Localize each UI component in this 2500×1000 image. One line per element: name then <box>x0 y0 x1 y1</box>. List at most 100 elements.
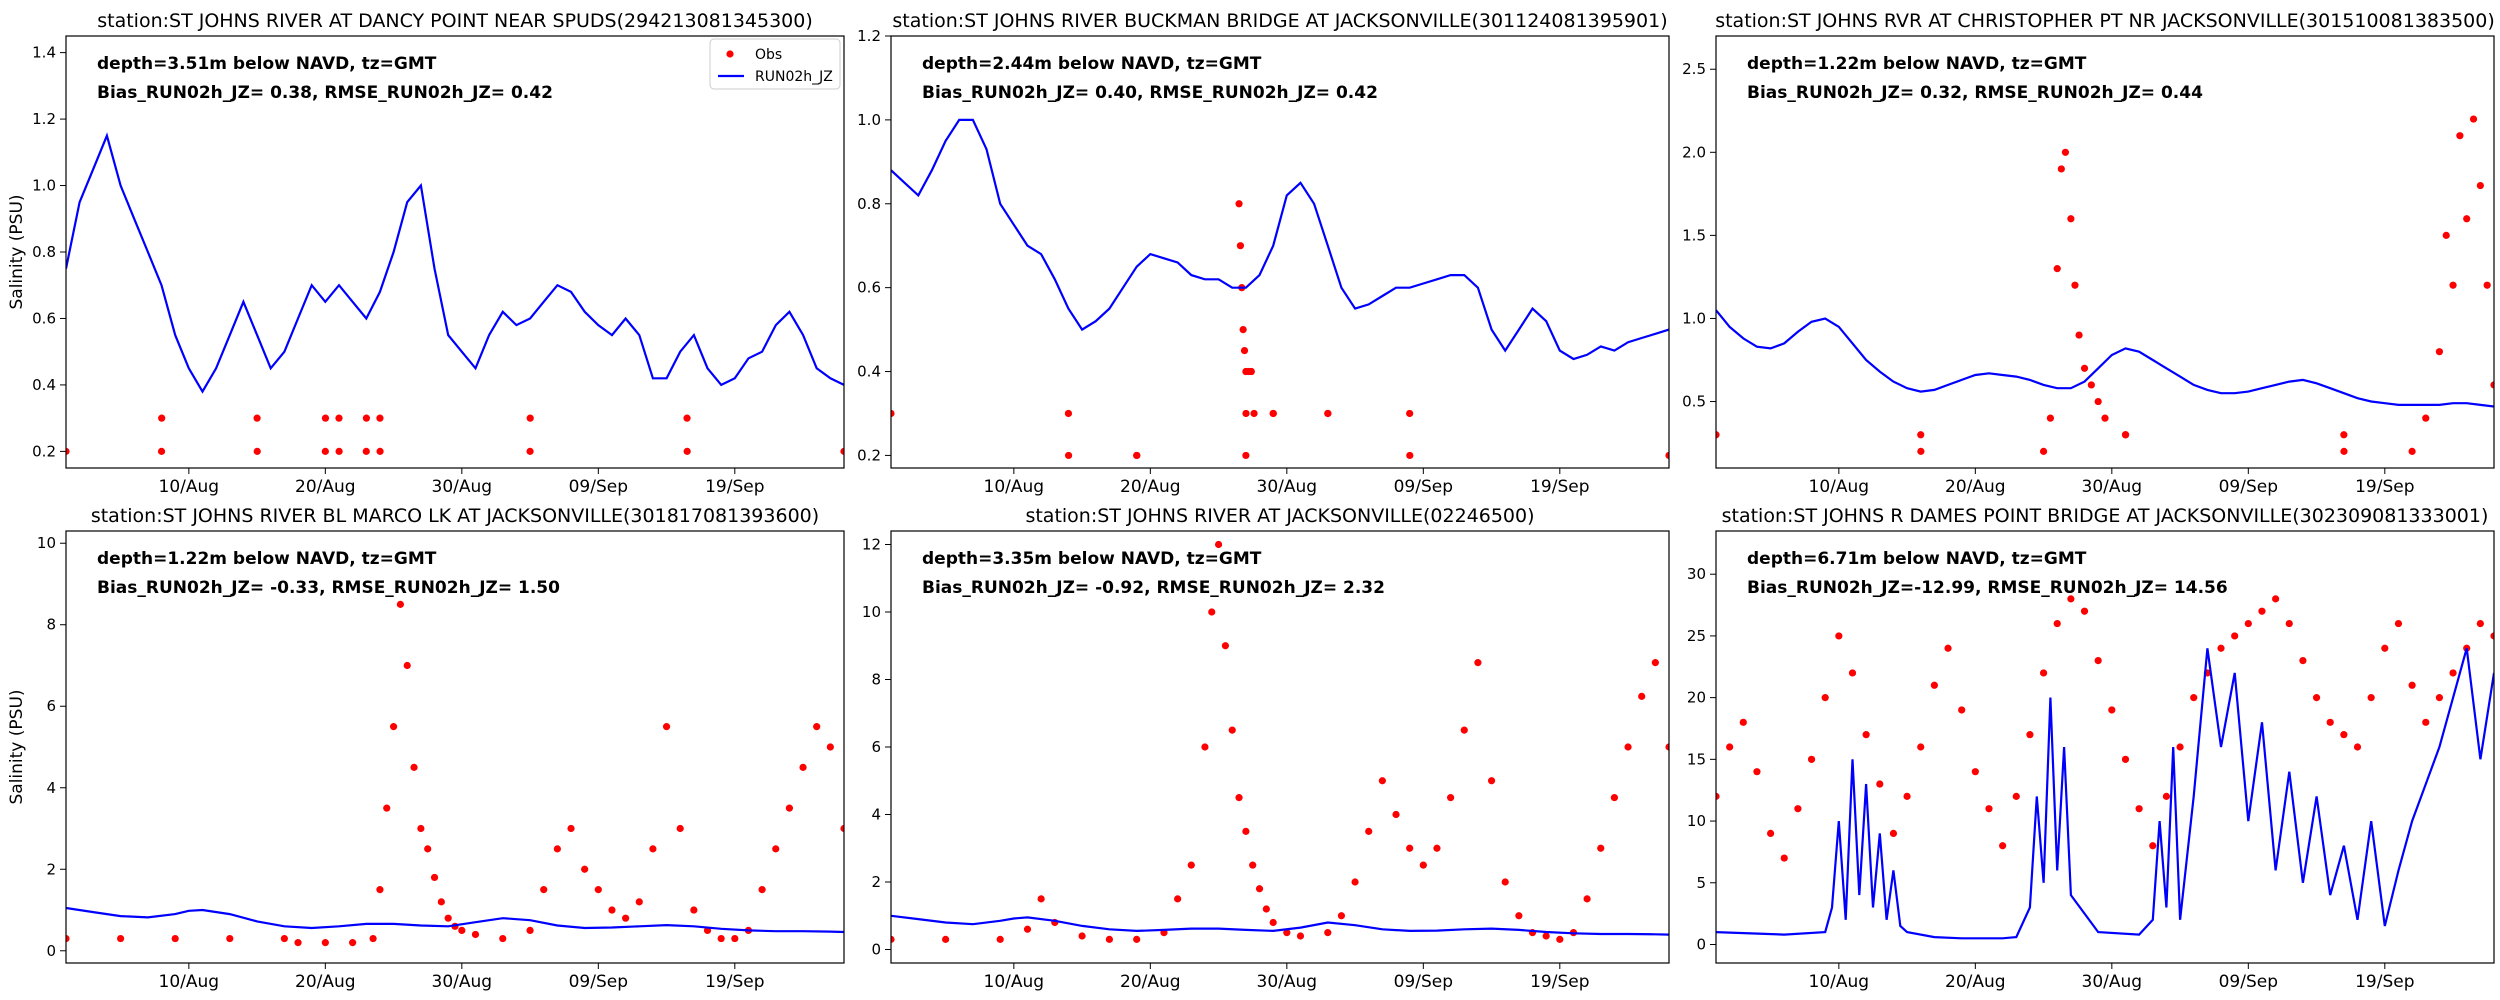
y-tick-label: 25 <box>1687 627 1706 645</box>
y-tick-label: 0.6 <box>857 279 881 297</box>
obs-point <box>2046 414 2055 422</box>
plot-area <box>891 118 1669 460</box>
obs-point <box>526 447 534 455</box>
obs-point <box>417 824 425 833</box>
x-tick-label: 30/Aug <box>432 477 493 497</box>
obs-point <box>594 886 602 894</box>
obs-point <box>1105 935 1113 943</box>
obs-point <box>2463 215 2471 223</box>
x-tick-label: 09/Sep <box>1394 477 1453 497</box>
x-tick-label: 30/Aug <box>2082 477 2143 497</box>
obs-point <box>157 447 166 455</box>
x-tick-label: 09/Sep <box>1394 972 1453 992</box>
obs-point <box>335 414 343 422</box>
obs-point <box>321 447 329 455</box>
obs-point <box>410 763 418 771</box>
x-tick-label: 20/Aug <box>1120 972 1181 992</box>
obs-point <box>158 414 166 422</box>
obs-point <box>553 845 561 853</box>
y-tick-label: 0.4 <box>32 376 56 394</box>
obs-point <box>1501 878 1509 886</box>
obs-point <box>2422 414 2430 422</box>
x-tick-label: 10/Aug <box>984 477 1045 497</box>
y-tick-label: 10 <box>1687 812 1706 830</box>
obs-point <box>2490 632 2494 640</box>
x-tick-label: 19/Sep <box>2355 972 2414 992</box>
x-tick-label: 30/Aug <box>1257 972 1318 992</box>
obs-point <box>396 600 405 608</box>
obs-point <box>2340 431 2348 439</box>
obs-point <box>891 935 895 943</box>
obs-point <box>1433 844 1441 852</box>
obs-point <box>1064 451 1073 460</box>
obs-point <box>1337 912 1346 920</box>
x-tick-label: 30/Aug <box>2082 972 2143 992</box>
y-tick-label: 2 <box>46 860 56 878</box>
obs-point <box>567 824 575 833</box>
obs-point <box>1174 895 1182 903</box>
annotation-stats: Bias_RUN02h_JZ=-12.99, RMSE_RUN02h_JZ= 1… <box>1747 578 2228 598</box>
obs-point <box>1460 726 1468 734</box>
panel-title: station:ST JOHNS RIVER BUCKMAN BRIDGE AT… <box>892 10 1667 32</box>
panel-1: 0.2 0.4 0.6 0.8 1.0 1.2 1.4 10/Aug 20/Aug 30/Aug 0… <box>7 10 845 497</box>
obs-point <box>321 939 329 947</box>
obs-point <box>2483 281 2491 289</box>
x-tick-label: 19/Sep <box>1530 477 1589 497</box>
annotation-depth: depth=1.22m below NAVD, tz=GMT <box>97 549 437 569</box>
obs-point <box>2231 632 2239 640</box>
obs-point <box>1236 242 1245 250</box>
obs-point <box>1262 905 1270 913</box>
y-tick-label: 1.0 <box>857 111 881 129</box>
x-tick-label: 19/Sep <box>705 972 764 992</box>
obs-point <box>2244 619 2252 628</box>
obs-point <box>1365 827 1373 835</box>
y-tick-label: 1.2 <box>857 27 881 45</box>
obs-point <box>1610 794 1619 802</box>
obs-point <box>376 886 384 894</box>
plot-area <box>66 132 844 455</box>
obs-point <box>253 447 261 455</box>
obs-point <box>376 414 384 422</box>
y-tick-label: 20 <box>1687 689 1706 707</box>
obs-point <box>1242 409 1250 418</box>
obs-point <box>1876 780 1884 788</box>
y-tick-label: 30 <box>1687 565 1706 583</box>
panel-title: station:ST JOHNS RIVER BL MARCO LK AT JA… <box>91 505 819 527</box>
y-tick-label: 15 <box>1687 750 1706 768</box>
x-tick-label: 09/Sep <box>569 972 628 992</box>
obs-point <box>1235 794 1243 802</box>
obs-point <box>1794 805 1802 813</box>
obs-point <box>430 873 439 882</box>
obs-point <box>891 409 895 418</box>
obs-point <box>1406 451 1414 460</box>
obs-point <box>2026 731 2034 739</box>
obs-point <box>2217 644 2225 652</box>
annotation-stats: Bias_RUN02h_JZ= 0.40, RMSE_RUN02h_JZ= 0.… <box>922 83 1378 103</box>
obs-point <box>471 930 480 939</box>
obs-point <box>362 447 370 455</box>
annotation-stats: Bias_RUN02h_JZ= -0.33, RMSE_RUN02h_JZ= 1… <box>97 578 560 598</box>
obs-point <box>321 414 330 422</box>
obs-point <box>2122 431 2130 439</box>
obs-point <box>1665 451 1669 460</box>
x-tick-label: 20/Aug <box>295 972 356 992</box>
obs-point <box>2408 447 2416 455</box>
x-tick-label: 20/Aug <box>295 477 356 497</box>
obs-point <box>813 723 821 731</box>
y-tick-label: 1.0 <box>32 177 56 195</box>
obs-point <box>1716 431 1720 439</box>
obs-point <box>662 723 671 731</box>
obs-point <box>1240 346 1249 355</box>
obs-point <box>2381 644 2389 652</box>
obs-point <box>2299 657 2307 665</box>
obs-point <box>717 934 725 943</box>
x-tick-label: 10/Aug <box>159 477 220 497</box>
y-axis-label: Salinity (PSU) <box>7 689 27 804</box>
y-tick-label: 0.8 <box>32 243 56 261</box>
panel-title: station:ST JOHNS RIVER AT JACKSONVILLE(0… <box>1025 505 1534 527</box>
annotation-stats: Bias_RUN02h_JZ= 0.38, RMSE_RUN02h_JZ= 0.… <box>97 83 553 103</box>
obs-point <box>437 898 445 906</box>
obs-point <box>1239 325 1247 334</box>
obs-point <box>499 934 507 943</box>
legend-model-label: RUN02h_JZ <box>755 69 833 85</box>
